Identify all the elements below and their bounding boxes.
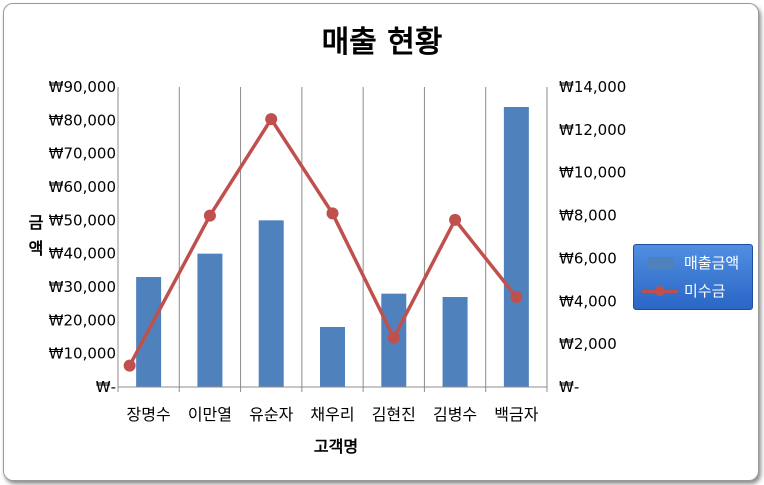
right-tick-label: ₩10,000 bbox=[559, 164, 626, 182]
legend-label-sales: 매출금액 bbox=[684, 254, 740, 272]
left-tick-label: ₩80,000 bbox=[49, 111, 116, 129]
legend: 매출금액 미수금 bbox=[633, 244, 753, 310]
right-tick-label: ₩14,000 bbox=[559, 78, 626, 96]
line-point bbox=[203, 209, 216, 222]
category-label: 김현진 bbox=[372, 405, 416, 424]
grid-lines bbox=[178, 87, 548, 387]
legend-label-receivable: 미수금 bbox=[684, 282, 726, 300]
bar bbox=[320, 327, 345, 387]
line-point bbox=[265, 113, 278, 126]
axes bbox=[117, 87, 548, 392]
right-tick-label: ₩12,000 bbox=[559, 121, 626, 139]
bar bbox=[258, 220, 284, 387]
chart-frame bbox=[3, 3, 759, 481]
bar bbox=[197, 253, 223, 387]
x-axis-title: 고객명 bbox=[314, 437, 358, 456]
line-point bbox=[449, 213, 462, 226]
category-label: 유순자 bbox=[249, 405, 293, 424]
left-tick-label: ₩- bbox=[96, 378, 116, 396]
left-tick-label: ₩60,000 bbox=[49, 178, 116, 196]
y-axis-title-char: 액 bbox=[29, 239, 44, 258]
line-series bbox=[123, 113, 523, 372]
line-point bbox=[387, 331, 400, 344]
legend-marker-swatch bbox=[655, 286, 665, 296]
bar bbox=[503, 107, 529, 387]
right-tick-label: ₩6,000 bbox=[559, 249, 617, 267]
y-axis-title-char: 금 bbox=[29, 213, 44, 232]
category-labels: 장명수 이만열 유순자 채우리 김현진 김병수 백금자 bbox=[127, 405, 539, 424]
bar-series bbox=[136, 107, 529, 387]
category-label: 백금자 bbox=[494, 405, 538, 424]
left-tick-label: ₩70,000 bbox=[49, 145, 116, 163]
left-tick-label: ₩50,000 bbox=[49, 211, 116, 229]
right-tick-label: ₩8,000 bbox=[559, 207, 617, 225]
right-axis-ticks: ₩- ₩2,000 ₩4,000 ₩6,000 ₩8,000 ₩10,000 ₩12,000… bbox=[559, 78, 626, 396]
right-tick-label: ₩4,000 bbox=[559, 292, 617, 310]
legend-item-sales: 매출금액 bbox=[642, 252, 750, 274]
line-point bbox=[326, 207, 339, 220]
category-label: 이만열 bbox=[188, 405, 232, 424]
left-tick-label: ₩20,000 bbox=[49, 311, 116, 329]
legend-bar-swatch bbox=[648, 257, 674, 269]
line-point bbox=[510, 291, 523, 303]
category-label: 김병수 bbox=[433, 405, 477, 424]
chart-title: 매출 현황 bbox=[322, 25, 443, 60]
left-tick-label: ₩90,000 bbox=[49, 78, 116, 96]
line-point bbox=[123, 359, 136, 372]
left-tick-label: ₩40,000 bbox=[49, 245, 116, 263]
left-tick-label: ₩30,000 bbox=[49, 278, 116, 296]
bar bbox=[442, 297, 468, 387]
left-tick-label: ₩10,000 bbox=[49, 345, 116, 363]
legend-item-receivable: 미수금 bbox=[642, 280, 750, 302]
right-tick-label: ₩2,000 bbox=[559, 335, 617, 353]
category-label: 장명수 bbox=[127, 405, 171, 424]
category-label: 채우리 bbox=[310, 405, 354, 424]
right-tick-label: ₩- bbox=[559, 378, 579, 396]
left-axis-ticks: ₩- ₩10,000 ₩20,000 ₩30,000 ₩40,000 ₩50,000 ₩60… bbox=[49, 78, 116, 396]
